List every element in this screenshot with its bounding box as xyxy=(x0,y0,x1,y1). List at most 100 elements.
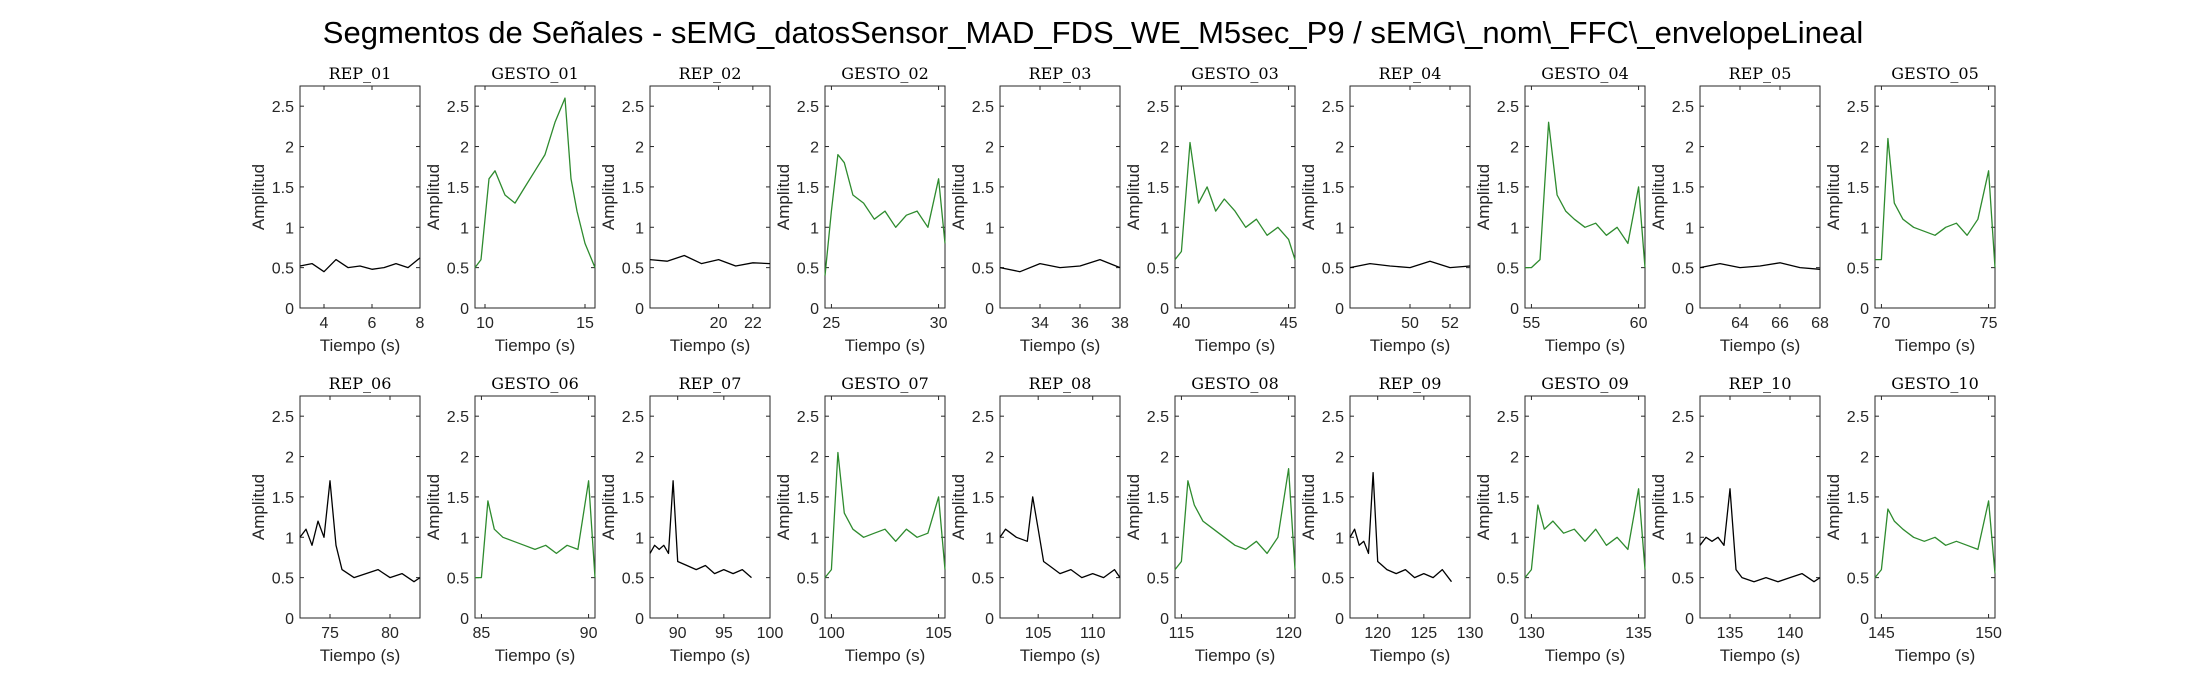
y-axis-label: Amplitud xyxy=(1474,164,1493,230)
y-tick-label: 0 xyxy=(1685,301,1694,318)
y-axis-label: Amplitud xyxy=(599,164,618,230)
y-tick-label: 2 xyxy=(1160,450,1169,467)
x-tick-label: 15 xyxy=(576,315,594,332)
x-tick-label: 120 xyxy=(1364,625,1391,642)
x-axis-label: Tiempo (s) xyxy=(495,336,576,355)
y-tick-label: 0.5 xyxy=(1847,261,1869,278)
y-tick-label: 2 xyxy=(460,450,469,467)
y-tick-label: 1.5 xyxy=(797,180,819,197)
y-axis-label: Amplitud xyxy=(1649,474,1668,540)
series-line-gesto xyxy=(1875,137,1996,268)
y-tick-label: 1.5 xyxy=(622,180,644,197)
y-tick-label: 2.5 xyxy=(1847,409,1869,426)
x-tick-label: 68 xyxy=(1811,315,1829,332)
y-tick-label: 2 xyxy=(1685,450,1694,467)
y-tick-label: 1 xyxy=(1685,220,1694,237)
y-tick-label: 1.5 xyxy=(1847,490,1869,507)
y-tick-label: 2 xyxy=(1860,450,1869,467)
y-tick-label: 1 xyxy=(635,220,644,237)
series-line-rep xyxy=(649,480,752,579)
panel-title: REP_06 xyxy=(329,374,392,393)
y-tick-label: 0 xyxy=(1860,301,1869,318)
y-axis-label: Amplitud xyxy=(1824,164,1843,230)
y-tick-label: 0.5 xyxy=(797,261,819,278)
axes-box xyxy=(1349,395,1471,619)
y-tick-label: 2.5 xyxy=(972,99,994,116)
y-axis-label: Amplitud xyxy=(424,474,443,540)
y-tick-label: 2 xyxy=(635,140,644,157)
axes-box xyxy=(999,85,1121,309)
axes-box xyxy=(824,85,946,309)
y-tick-label: 0.5 xyxy=(272,261,294,278)
x-axis-label: Tiempo (s) xyxy=(1195,646,1276,665)
y-tick-label: 1.5 xyxy=(1147,180,1169,197)
y-tick-label: 2 xyxy=(460,140,469,157)
y-tick-label: 0 xyxy=(635,611,644,628)
x-tick-label: 85 xyxy=(473,625,491,642)
x-tick-label: 125 xyxy=(1410,625,1437,642)
x-axis-label: Tiempo (s) xyxy=(1020,646,1101,665)
x-tick-label: 75 xyxy=(1980,315,1998,332)
x-tick-label: 75 xyxy=(321,625,339,642)
y-tick-label: 2 xyxy=(1860,140,1869,157)
x-tick-label: 110 xyxy=(1080,625,1106,642)
panel-title: GESTO_07 xyxy=(841,374,929,393)
y-tick-label: 2 xyxy=(810,450,819,467)
x-tick-label: 135 xyxy=(1717,625,1744,642)
x-tick-label: 90 xyxy=(669,625,687,642)
y-tick-label: 0.5 xyxy=(1672,571,1694,588)
y-tick-label: 1 xyxy=(1685,530,1694,547)
panel-gesto-07: 0 0.5 1 1.5 2 2.5 100 105 GESTO_07 Tiempo (s) Ampl… xyxy=(774,374,952,665)
panel-rep-10: 0 0.5 1 1.5 2 2.5 135 140 REP_10 Tiempo (s) Amplit… xyxy=(1649,374,1821,665)
y-tick-label: 1 xyxy=(285,220,294,237)
axes-box xyxy=(999,395,1121,619)
y-tick-label: 2.5 xyxy=(272,409,294,426)
y-tick-label: 2.5 xyxy=(1322,99,1344,116)
x-tick-label: 10 xyxy=(476,315,494,332)
x-axis-label: Tiempo (s) xyxy=(1195,336,1276,355)
series-line-gesto xyxy=(475,480,596,579)
series-line-rep xyxy=(1699,262,1821,270)
y-tick-label: 2.5 xyxy=(1147,99,1169,116)
x-tick-label: 50 xyxy=(1401,315,1419,332)
y-tick-label: 0.5 xyxy=(1147,571,1169,588)
panel-title: GESTO_04 xyxy=(1541,64,1629,83)
panel-gesto-05: 0 0.5 1 1.5 2 2.5 70 75 GESTO_05 Tiempo (s) Amplit… xyxy=(1824,64,1998,355)
y-tick-label: 2 xyxy=(1335,450,1344,467)
y-tick-label: 1.5 xyxy=(1497,180,1519,197)
x-axis-label: Tiempo (s) xyxy=(320,646,401,665)
series-line-gesto xyxy=(1874,500,1996,579)
series-line-gesto xyxy=(1525,121,1646,269)
axes-box xyxy=(1174,395,1296,619)
series-line-gesto xyxy=(824,153,946,276)
panel-title: GESTO_06 xyxy=(491,374,579,393)
y-tick-label: 0.5 xyxy=(797,571,819,588)
panel-gesto-08: 0 0.5 1 1.5 2 2.5 115 120 GESTO_08 Tiempo (s) Ampl… xyxy=(1124,374,1302,665)
panel-title: GESTO_03 xyxy=(1191,64,1279,83)
y-tick-label: 0 xyxy=(1335,301,1344,318)
series-line-rep xyxy=(1699,488,1821,583)
y-tick-label: 2 xyxy=(285,450,294,467)
y-tick-label: 1.5 xyxy=(622,490,644,507)
x-tick-label: 100 xyxy=(818,625,845,642)
series-line-rep xyxy=(999,258,1121,273)
x-axis-label: Tiempo (s) xyxy=(320,336,401,355)
y-tick-label: 0.5 xyxy=(1322,261,1344,278)
panel-title: GESTO_01 xyxy=(491,64,579,83)
y-tick-label: 0.5 xyxy=(447,571,469,588)
y-axis-label: Amplitud xyxy=(949,474,968,540)
y-axis-label: Amplitud xyxy=(599,474,618,540)
x-axis-label: Tiempo (s) xyxy=(1720,336,1801,355)
panel-rep-08: 0 0.5 1 1.5 2 2.5 105 110 REP_08 Tiempo (s) Amplit… xyxy=(949,374,1121,665)
y-tick-label: 0 xyxy=(1160,611,1169,628)
x-tick-label: 8 xyxy=(416,315,425,332)
x-tick-label: 140 xyxy=(1777,625,1804,642)
y-tick-label: 1 xyxy=(985,530,994,547)
y-axis-label: Amplitud xyxy=(1124,164,1143,230)
y-tick-label: 1.5 xyxy=(447,180,469,197)
y-tick-label: 1.5 xyxy=(1322,490,1344,507)
panel-title: GESTO_05 xyxy=(1891,64,1979,83)
x-tick-label: 30 xyxy=(930,315,948,332)
y-tick-label: 1.5 xyxy=(1322,180,1344,197)
